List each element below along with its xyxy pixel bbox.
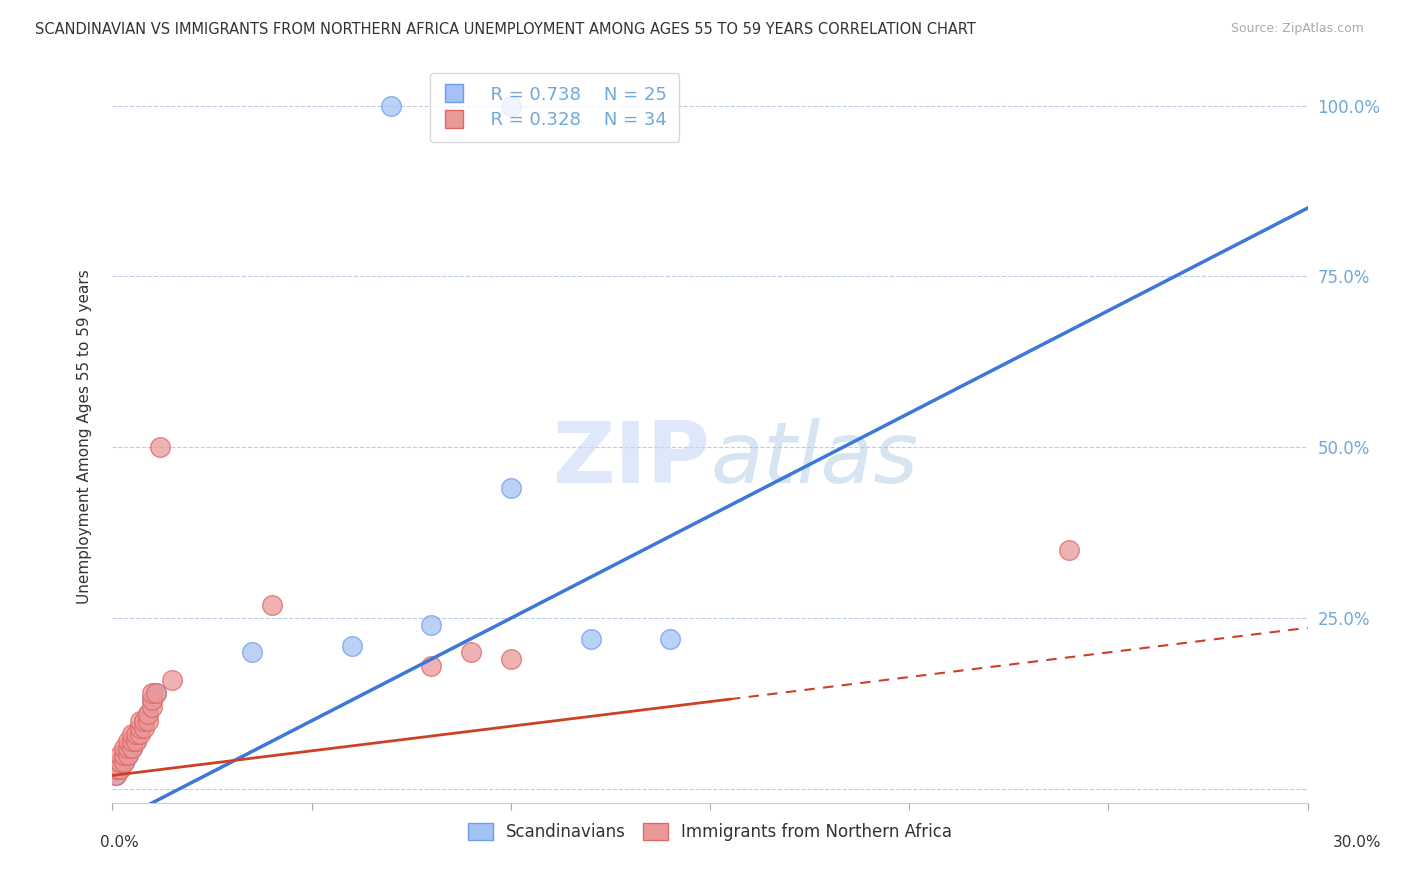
Point [117,741,139,756]
Point [138,706,160,721]
Point [117,741,139,756]
Point [121,727,143,741]
Y-axis label: Unemployment Among Ages 55 to 59 years: Unemployment Among Ages 55 to 59 years [77,269,91,605]
Point [145,686,167,700]
Point [105,762,128,776]
Point [105,768,128,782]
Point [141,693,163,707]
Point [141,693,163,707]
Point [114,747,135,762]
Point [125,734,148,748]
Legend: Scandinavians, Immigrants from Northern Africa: Scandinavians, Immigrants from Northern … [460,814,960,849]
Point [420,618,443,632]
Point [240,645,263,659]
Point [117,747,139,762]
Point [145,686,167,700]
Text: 30.0%: 30.0% [1333,836,1381,850]
Point [134,714,156,728]
Point [141,686,163,700]
Point [134,721,156,735]
Point [110,762,132,776]
Point [138,714,160,728]
Point [121,741,143,756]
Text: 0.0%: 0.0% [100,836,139,850]
Point [499,652,522,666]
Point [579,632,602,646]
Point [110,755,132,769]
Point [420,659,443,673]
Point [117,734,139,748]
Point [105,762,128,776]
Point [114,755,135,769]
Point [499,98,522,112]
Point [340,639,363,653]
Point [134,714,156,728]
Point [121,741,143,756]
Point [129,721,152,735]
Point [121,734,143,748]
Point [121,734,143,748]
Point [138,706,160,721]
Point [114,755,135,769]
Point [125,734,148,748]
Point [125,727,148,741]
Point [110,747,132,762]
Point [129,727,152,741]
Point [460,645,482,659]
Text: atlas: atlas [710,417,918,500]
Point [149,440,172,454]
Point [117,747,139,762]
Point [125,727,148,741]
Point [129,714,152,728]
Point [110,762,132,776]
Point [659,632,682,646]
Point [162,673,183,687]
Point [499,481,522,495]
Point [141,700,163,714]
Point [129,721,152,735]
Point [110,755,132,769]
Point [114,747,135,762]
Point [260,598,283,612]
Text: SCANDINAVIAN VS IMMIGRANTS FROM NORTHERN AFRICA UNEMPLOYMENT AMONG AGES 55 TO 59: SCANDINAVIAN VS IMMIGRANTS FROM NORTHERN… [35,22,976,37]
Point [1057,542,1080,557]
Text: ZIP: ZIP [553,417,710,500]
Point [114,741,135,756]
Point [380,98,402,112]
Point [105,768,128,782]
Text: Source: ZipAtlas.com: Source: ZipAtlas.com [1230,22,1364,36]
